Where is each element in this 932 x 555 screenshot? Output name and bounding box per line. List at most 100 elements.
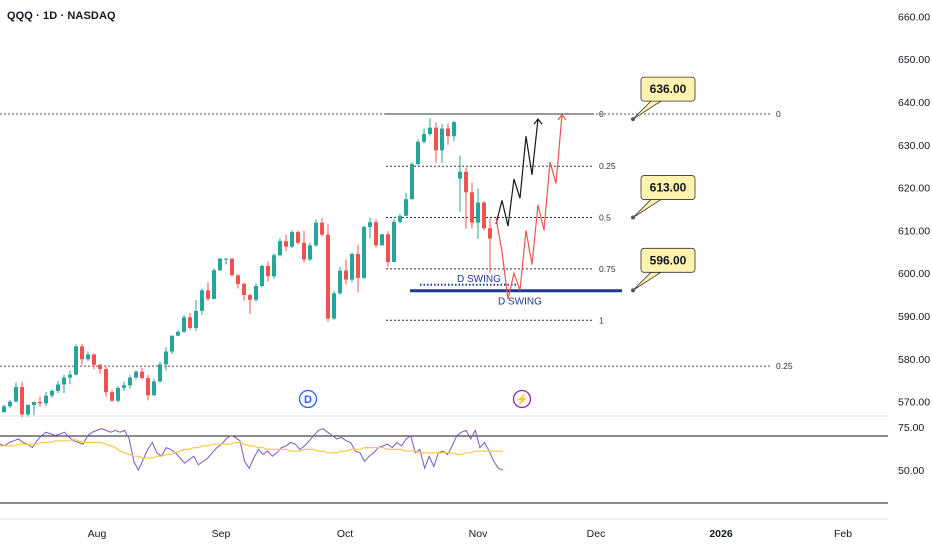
candle-body <box>248 295 252 300</box>
callout-pointer <box>632 100 663 120</box>
candle-body <box>146 378 150 396</box>
candle-body <box>302 242 306 260</box>
candles-layer <box>2 118 492 418</box>
candle <box>434 122 438 163</box>
swing-lines: D SWING D SWING <box>410 274 622 308</box>
candle-body <box>440 128 444 151</box>
candle-body <box>68 374 72 378</box>
callout-anchor-dot <box>631 117 635 122</box>
candle-body <box>176 331 180 336</box>
candle <box>248 293 252 314</box>
x-tick-label: Nov <box>469 528 488 540</box>
candle-body <box>422 134 426 142</box>
candle <box>164 347 168 371</box>
y-tick-label: 590.00 <box>898 311 930 323</box>
candle-body <box>434 127 438 151</box>
candle-body <box>332 293 336 319</box>
candle <box>452 120 456 142</box>
candle <box>8 399 12 409</box>
candle-body <box>122 385 126 388</box>
candle <box>98 363 102 374</box>
candle <box>266 261 270 282</box>
candle-body <box>188 317 192 328</box>
candle-body <box>374 222 378 246</box>
candle <box>38 396 42 407</box>
candle-body <box>44 395 48 404</box>
candle-body <box>446 128 450 137</box>
candle <box>104 365 108 397</box>
callout-box <box>640 76 696 102</box>
candle-body <box>20 387 24 415</box>
callout-label: 613.00 <box>650 181 687 195</box>
candle <box>350 252 354 283</box>
candle <box>284 234 288 251</box>
candle-body <box>464 171 468 193</box>
candle <box>344 259 348 285</box>
candle-body <box>164 351 168 365</box>
fib-short-label: 0 <box>599 109 604 119</box>
candle-body <box>224 258 228 260</box>
candle-body <box>266 265 270 277</box>
candle-body <box>170 335 174 352</box>
x-tick-label: Oct <box>337 528 353 540</box>
candle-body <box>194 310 198 328</box>
candle-body <box>116 387 120 401</box>
candle-body <box>458 171 462 179</box>
rsi-ma-line <box>0 438 503 459</box>
candle-body <box>398 215 402 222</box>
candle-body <box>158 364 162 382</box>
candle-body <box>38 402 42 404</box>
x-tick-label: Aug <box>88 528 107 540</box>
projection-black-path <box>495 119 539 227</box>
candle <box>296 230 300 245</box>
candle-body <box>128 377 132 386</box>
fib-short-label: 1 <box>599 315 604 325</box>
y-tick-label: 650.00 <box>898 54 930 66</box>
candle-body <box>368 222 372 227</box>
y-tick-label: 630.00 <box>898 140 930 152</box>
price-callout: 636.00 <box>631 76 696 122</box>
candle <box>368 217 372 239</box>
fib-short-label: 0.75 <box>599 264 616 274</box>
candle <box>254 283 258 302</box>
candle <box>116 386 120 403</box>
event-marker-label: ⚡ <box>515 393 529 406</box>
candle <box>356 244 360 293</box>
candle-body <box>476 202 480 223</box>
candle-body <box>404 199 408 216</box>
candle-body <box>32 402 36 406</box>
candle <box>446 123 450 145</box>
projection-red-path-arrowhead <box>557 113 567 121</box>
y-tick-label: 610.00 <box>898 225 930 237</box>
candle-body <box>92 354 96 365</box>
axes-layer: 660.00 650.00 640.00 630.00 620.00 610.00 600.… <box>88 11 931 540</box>
candle <box>176 330 180 337</box>
candle <box>278 238 282 257</box>
candle <box>272 253 276 279</box>
candle-body <box>62 377 66 385</box>
x-tick-label: Feb <box>834 528 852 540</box>
candle <box>194 300 198 331</box>
candle <box>428 118 432 136</box>
candle-body <box>290 232 294 247</box>
callout-box <box>640 247 696 273</box>
callout-pointer <box>632 271 663 291</box>
candle <box>26 404 30 417</box>
candle-body <box>2 406 6 413</box>
candle-body <box>230 258 234 276</box>
candle <box>230 258 234 277</box>
candle <box>392 218 396 263</box>
candle-body <box>260 265 264 287</box>
candle <box>470 182 474 229</box>
candle-body <box>80 346 84 360</box>
candle <box>326 224 330 322</box>
candle-body <box>470 192 474 223</box>
candle-body <box>338 270 342 294</box>
candle <box>320 217 324 237</box>
candle-body <box>14 387 18 402</box>
candle <box>308 242 312 262</box>
candle-body <box>8 401 12 407</box>
rsi-line <box>0 428 504 472</box>
